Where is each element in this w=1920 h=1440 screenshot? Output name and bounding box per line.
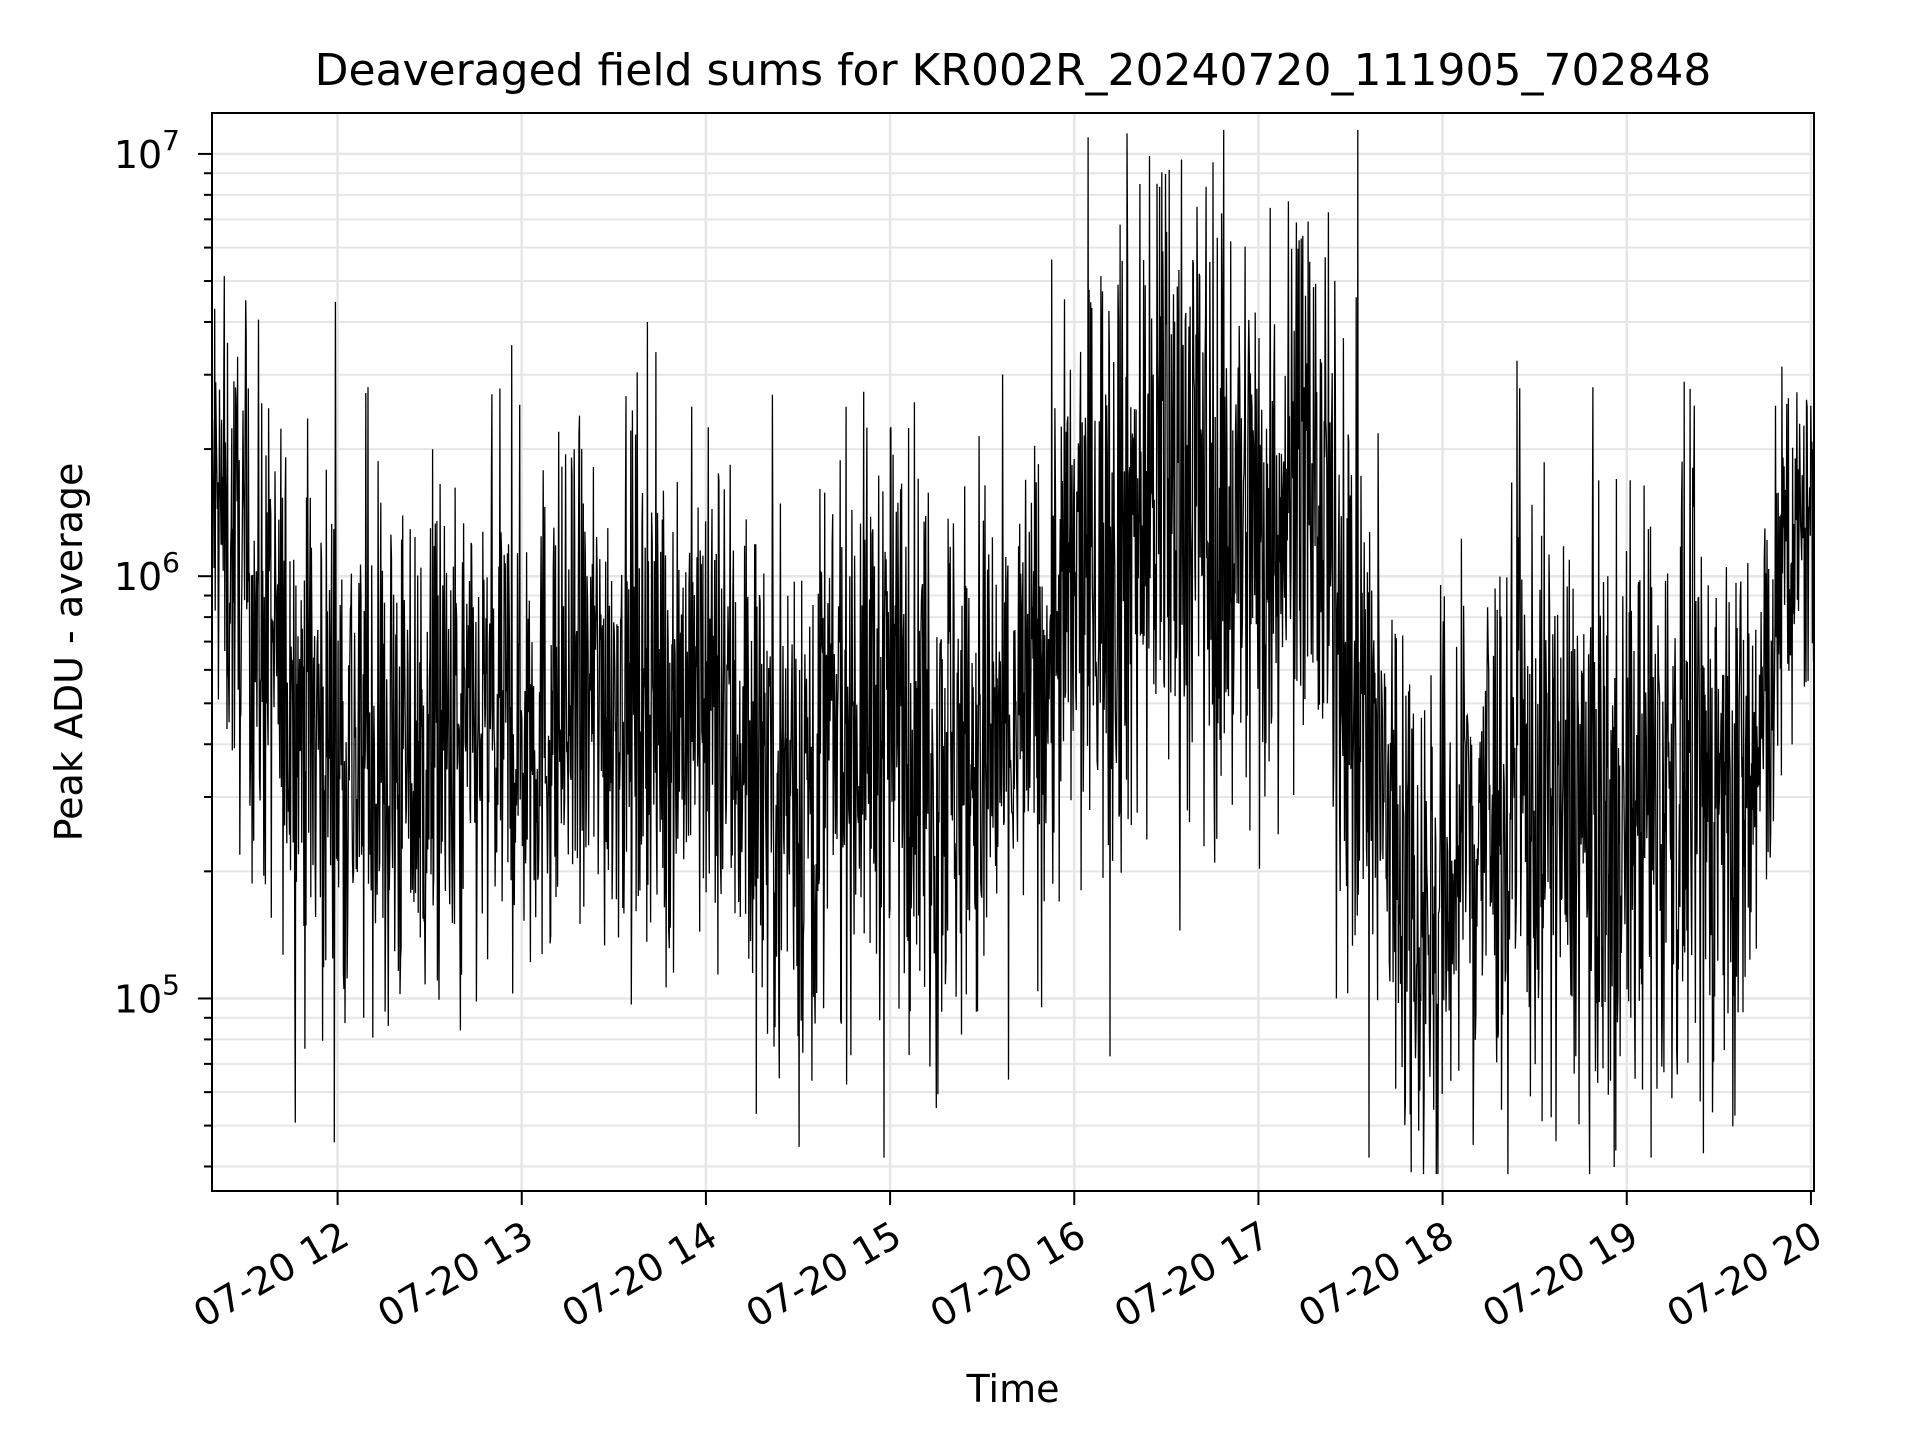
x-axis-label: Time: [966, 1367, 1060, 1411]
y-axis-label: Peak ADU - average: [47, 463, 91, 842]
y-tick-exponent: 7: [162, 124, 180, 157]
y-tick-base: 10: [114, 977, 162, 1021]
y-tick-base: 10: [114, 555, 162, 599]
y-tick-exponent: 6: [162, 546, 180, 579]
series-line: [211, 129, 1815, 1175]
y-tick-label: 106: [114, 546, 180, 599]
plot-frame: [211, 112, 1815, 1192]
y-tick-label: 107: [114, 124, 180, 177]
y-tick-exponent: 5: [162, 968, 180, 1001]
y-tick-label: 105: [114, 968, 180, 1021]
series-path: [211, 129, 1815, 1175]
chart-title: Deaveraged field sums for KR002R_2024072…: [315, 45, 1712, 96]
y-tick-base: 10: [114, 133, 162, 177]
